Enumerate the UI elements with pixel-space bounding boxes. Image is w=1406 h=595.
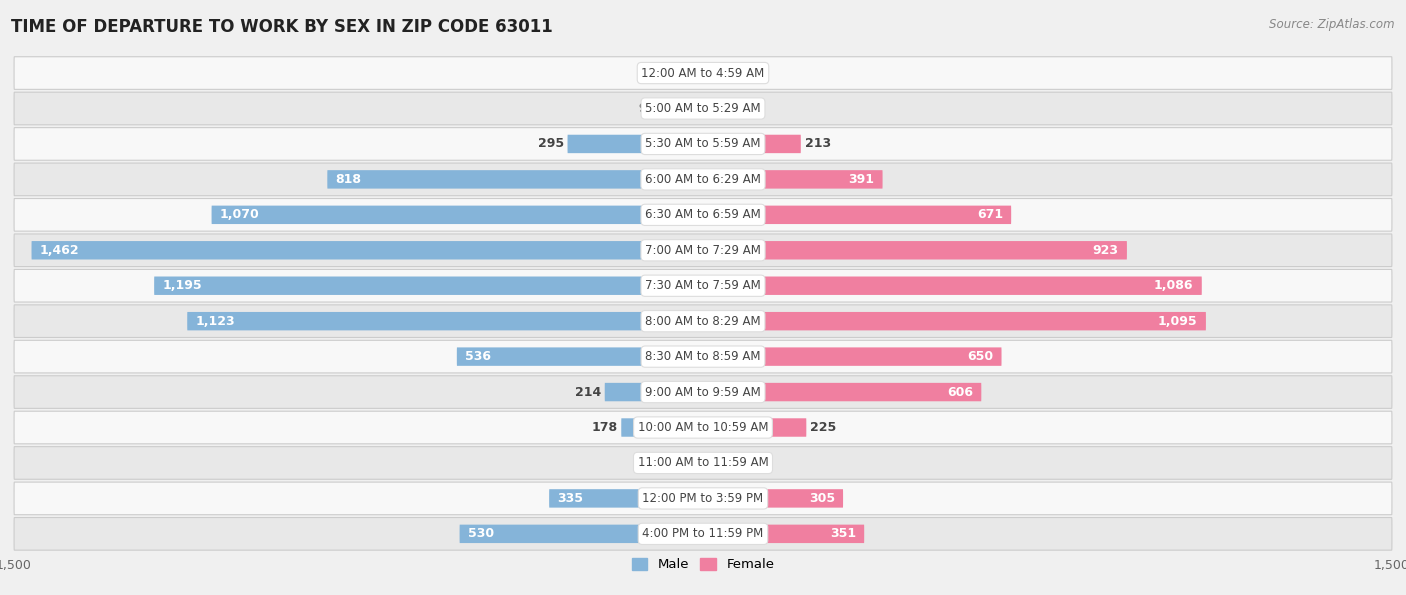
Text: 1,086: 1,086 [1154, 279, 1194, 292]
Text: 178: 178 [592, 421, 617, 434]
FancyBboxPatch shape [703, 277, 1202, 295]
Text: 1,095: 1,095 [1159, 315, 1198, 328]
FancyBboxPatch shape [211, 206, 703, 224]
FancyBboxPatch shape [155, 277, 703, 295]
Text: 8:30 AM to 8:59 AM: 8:30 AM to 8:59 AM [645, 350, 761, 363]
Text: 818: 818 [336, 173, 361, 186]
Text: 530: 530 [468, 527, 494, 540]
Text: 295: 295 [537, 137, 564, 151]
Text: 8:00 AM to 8:29 AM: 8:00 AM to 8:29 AM [645, 315, 761, 328]
Text: 923: 923 [1092, 244, 1119, 257]
FancyBboxPatch shape [457, 347, 703, 366]
Text: 81: 81 [645, 67, 662, 80]
FancyBboxPatch shape [703, 99, 723, 118]
FancyBboxPatch shape [14, 518, 1392, 550]
FancyBboxPatch shape [14, 92, 1392, 125]
FancyBboxPatch shape [14, 128, 1392, 160]
FancyBboxPatch shape [703, 312, 1206, 330]
FancyBboxPatch shape [659, 99, 703, 118]
Text: 606: 606 [948, 386, 973, 399]
FancyBboxPatch shape [605, 383, 703, 401]
Text: 335: 335 [557, 492, 583, 505]
Text: 5:30 AM to 5:59 AM: 5:30 AM to 5:59 AM [645, 137, 761, 151]
FancyBboxPatch shape [703, 170, 883, 189]
Text: 10:00 AM to 10:59 AM: 10:00 AM to 10:59 AM [638, 421, 768, 434]
FancyBboxPatch shape [14, 199, 1392, 231]
FancyBboxPatch shape [703, 454, 733, 472]
Text: TIME OF DEPARTURE TO WORK BY SEX IN ZIP CODE 63011: TIME OF DEPARTURE TO WORK BY SEX IN ZIP … [11, 18, 553, 36]
FancyBboxPatch shape [14, 305, 1392, 337]
Text: 4:00 PM to 11:59 PM: 4:00 PM to 11:59 PM [643, 527, 763, 540]
FancyBboxPatch shape [14, 447, 1392, 479]
Text: 7:00 AM to 7:29 AM: 7:00 AM to 7:29 AM [645, 244, 761, 257]
Text: 73: 73 [740, 67, 758, 80]
FancyBboxPatch shape [703, 347, 1001, 366]
FancyBboxPatch shape [460, 525, 703, 543]
Text: 650: 650 [967, 350, 993, 363]
Text: 225: 225 [810, 421, 837, 434]
FancyBboxPatch shape [14, 340, 1392, 373]
FancyBboxPatch shape [703, 64, 737, 82]
Text: 5:00 AM to 5:29 AM: 5:00 AM to 5:29 AM [645, 102, 761, 115]
FancyBboxPatch shape [14, 234, 1392, 267]
FancyBboxPatch shape [703, 525, 865, 543]
FancyBboxPatch shape [668, 454, 703, 472]
Text: 1,123: 1,123 [195, 315, 235, 328]
FancyBboxPatch shape [703, 241, 1128, 259]
Text: 1,462: 1,462 [39, 244, 79, 257]
Text: 1,070: 1,070 [219, 208, 260, 221]
Text: 77: 77 [647, 456, 664, 469]
FancyBboxPatch shape [31, 241, 703, 259]
Text: 305: 305 [808, 492, 835, 505]
Text: 213: 213 [804, 137, 831, 151]
Text: 391: 391 [848, 173, 875, 186]
FancyBboxPatch shape [14, 411, 1392, 444]
FancyBboxPatch shape [14, 376, 1392, 408]
Text: 95: 95 [638, 102, 655, 115]
FancyBboxPatch shape [703, 489, 844, 508]
FancyBboxPatch shape [14, 57, 1392, 89]
FancyBboxPatch shape [703, 418, 807, 437]
Text: 44: 44 [727, 102, 744, 115]
FancyBboxPatch shape [703, 134, 801, 153]
Legend: Male, Female: Male, Female [626, 553, 780, 577]
Text: 6:00 AM to 6:29 AM: 6:00 AM to 6:29 AM [645, 173, 761, 186]
Text: Source: ZipAtlas.com: Source: ZipAtlas.com [1270, 18, 1395, 31]
FancyBboxPatch shape [14, 163, 1392, 196]
Text: 6:30 AM to 6:59 AM: 6:30 AM to 6:59 AM [645, 208, 761, 221]
Text: 214: 214 [575, 386, 600, 399]
Text: 536: 536 [465, 350, 491, 363]
FancyBboxPatch shape [550, 489, 703, 508]
Text: 12:00 AM to 4:59 AM: 12:00 AM to 4:59 AM [641, 67, 765, 80]
FancyBboxPatch shape [621, 418, 703, 437]
Text: 1,195: 1,195 [163, 279, 202, 292]
Text: 12:00 PM to 3:59 PM: 12:00 PM to 3:59 PM [643, 492, 763, 505]
FancyBboxPatch shape [703, 206, 1011, 224]
Text: 64: 64 [737, 456, 754, 469]
Text: 9:00 AM to 9:59 AM: 9:00 AM to 9:59 AM [645, 386, 761, 399]
FancyBboxPatch shape [328, 170, 703, 189]
Text: 671: 671 [977, 208, 1002, 221]
Text: 11:00 AM to 11:59 AM: 11:00 AM to 11:59 AM [638, 456, 768, 469]
FancyBboxPatch shape [703, 383, 981, 401]
FancyBboxPatch shape [666, 64, 703, 82]
FancyBboxPatch shape [14, 482, 1392, 515]
Text: 351: 351 [830, 527, 856, 540]
Text: 7:30 AM to 7:59 AM: 7:30 AM to 7:59 AM [645, 279, 761, 292]
FancyBboxPatch shape [14, 270, 1392, 302]
FancyBboxPatch shape [568, 134, 703, 153]
FancyBboxPatch shape [187, 312, 703, 330]
